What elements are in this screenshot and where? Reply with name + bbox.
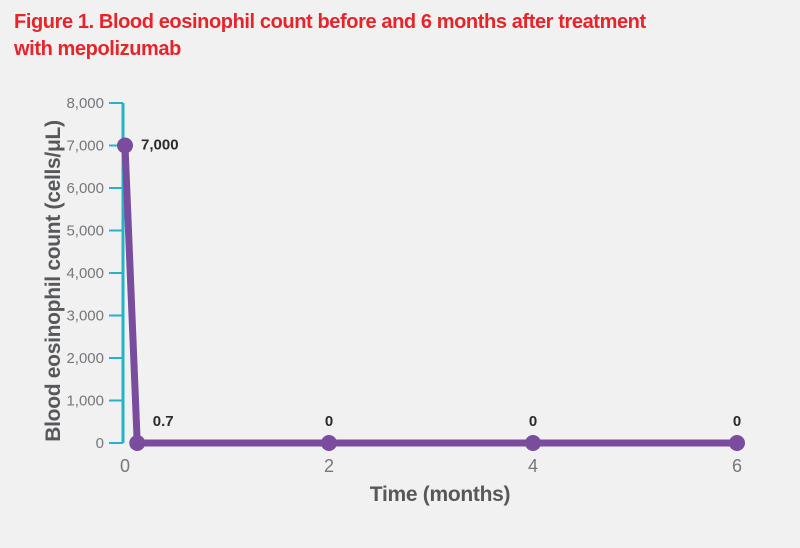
figure-title: Figure 1. Blood eosinophil count before … [14,9,794,63]
data-point-marker [321,435,337,451]
data-point-marker [525,435,541,451]
series-line [121,142,741,447]
y-tick-label: 1,000 [66,393,104,410]
data-point-label: 0.7 [153,413,174,430]
data-point-marker [129,434,146,451]
y-tick-label: 8,000 [66,95,104,112]
x-tick-label: 6 [732,456,742,476]
y-tick-label: 5,000 [66,223,104,240]
data-point-label: 0 [325,413,333,430]
y-tick-label: 2,000 [66,350,104,367]
y-tick-label: 7,000 [66,138,104,155]
y-tick-label: 0 [96,435,104,452]
x-tick-label: 4 [528,456,538,476]
x-axis-title: Time (months) [369,483,511,506]
y-tick-label: 6,000 [66,180,104,197]
x-tick-label: 2 [324,456,334,476]
data-point-label: 7,000 [141,137,179,154]
x-tick-label: 0 [120,456,130,476]
data-point-marker [729,435,745,451]
data-point-marker [117,137,133,154]
figure-title-line-1: Figure 1. Blood eosinophil count before … [14,11,646,33]
y-tick-label: 4,000 [66,265,104,282]
y-tick-label: 3,000 [66,308,104,325]
data-point-label: 0 [733,413,741,430]
data-point-label: 0 [529,413,537,430]
figure-title-line-2: with mepolizumab [14,38,181,60]
